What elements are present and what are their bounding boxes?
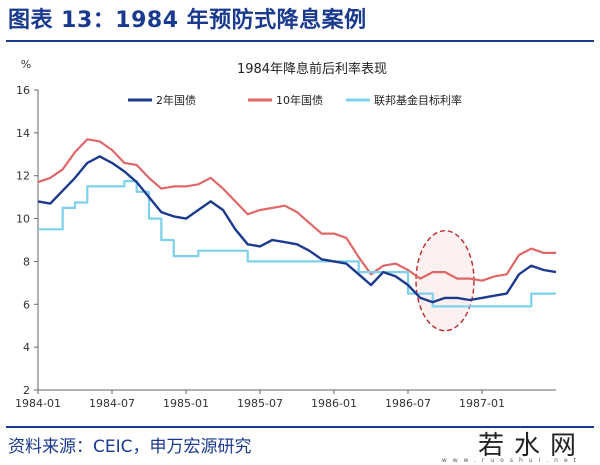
series-lines [37,138,557,308]
legend-label-us2y: 2年国债 [156,93,196,107]
watermark-logo: 若水网 [477,431,586,461]
annotation-layer [415,230,475,332]
y-tick-label: 6 [23,298,30,311]
series-line-us10y [37,138,556,282]
legend-label-fed: 联邦基金目标利率 [374,93,462,107]
y-tick-label: 8 [23,255,30,268]
y-tick-label: 2 [23,384,30,397]
highlight-ellipse [415,230,475,332]
y-tick-label: 14 [16,127,30,140]
x-tick-label: 1985-01 [163,397,209,410]
y-tick-label: 16 [16,84,30,97]
legend: 2年国债 10年国债 联邦基金目标利率 [128,93,462,107]
figure-title: 图表 13：1984 年预防式降息案例 [8,8,367,33]
y-axis-unit: % [21,58,31,71]
x-tick-label: 1985-07 [237,397,283,410]
x-tick-label: 1986-01 [311,397,357,410]
x-tick-label: 1984-01 [15,397,61,410]
chart-title: 1984年降息前后利率表现 [237,61,387,77]
y-tick-label: 4 [23,341,30,354]
y-tick-label: 12 [16,170,30,183]
x-tick-label: 1984-07 [89,397,135,410]
series-line-us2y [37,155,557,304]
y-tick-label: 10 [16,213,30,226]
x-tick-label: 1986-07 [385,397,431,410]
title-divider [6,40,594,42]
series-line-fed [38,180,556,308]
x-tick-label: 1987-01 [459,397,505,410]
source-note: 资料来源：CEIC，申万宏源研究 [8,437,252,457]
axes: 2 4 6 8 10 12 14 16 1984-01 1984-07 1985-01 1985-07… [15,84,556,410]
legend-label-us10y: 10年国债 [276,93,323,107]
source-divider [6,426,594,428]
watermark-url: www.ruoshui.net [441,457,582,464]
